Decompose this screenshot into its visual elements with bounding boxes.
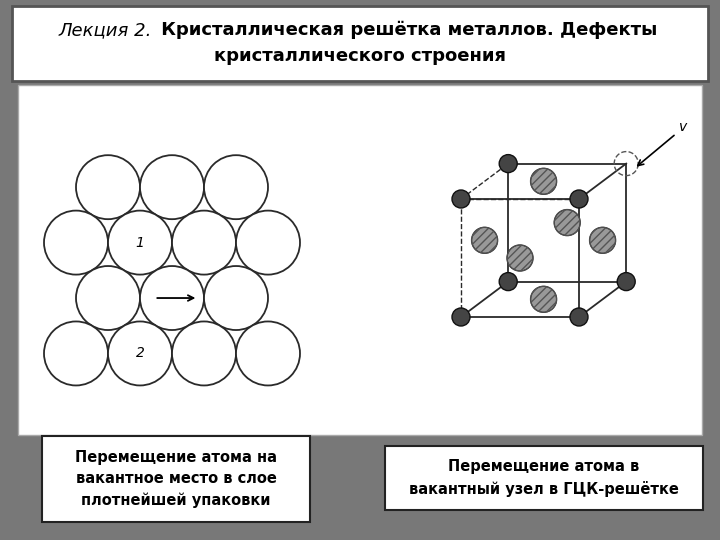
Bar: [12, 6, 708, 81]
Circle shape: [140, 155, 204, 219]
Text: v: v: [679, 119, 688, 133]
Text: Перемещение атома в
вакантный узел в ГЦК-решётке: Перемещение атома в вакантный узел в ГЦК…: [409, 459, 679, 497]
Circle shape: [570, 190, 588, 208]
Text: 2: 2: [135, 347, 145, 361]
Circle shape: [172, 321, 236, 386]
Circle shape: [44, 321, 108, 386]
Circle shape: [172, 211, 236, 275]
Circle shape: [554, 210, 580, 235]
Circle shape: [44, 211, 108, 275]
Text: Кристаллическая решётка металлов. Дефекты: Кристаллическая решётка металлов. Дефект…: [155, 21, 657, 39]
Circle shape: [531, 286, 557, 312]
Bar: [18, 85, 702, 435]
Circle shape: [236, 211, 300, 275]
Text: Лекция 2.: Лекция 2.: [58, 21, 152, 39]
Circle shape: [76, 155, 140, 219]
Circle shape: [140, 266, 204, 330]
Circle shape: [204, 155, 268, 219]
Circle shape: [499, 273, 517, 291]
Circle shape: [499, 154, 517, 173]
Circle shape: [531, 168, 557, 194]
Text: 1: 1: [135, 235, 145, 249]
Circle shape: [570, 308, 588, 326]
Circle shape: [452, 308, 470, 326]
Text: кристаллического строения: кристаллического строения: [214, 47, 506, 65]
Circle shape: [76, 266, 140, 330]
Bar: [385, 446, 703, 510]
Circle shape: [472, 227, 498, 253]
Circle shape: [236, 321, 300, 386]
Circle shape: [452, 190, 470, 208]
Bar: [42, 436, 310, 522]
Circle shape: [617, 273, 635, 291]
Circle shape: [507, 245, 533, 271]
Circle shape: [590, 227, 616, 253]
Circle shape: [108, 321, 172, 386]
Circle shape: [108, 211, 172, 275]
Text: Перемещение атома на
вакантное место в слое
плотнейшей упаковки: Перемещение атома на вакантное место в с…: [75, 450, 277, 508]
Circle shape: [204, 266, 268, 330]
